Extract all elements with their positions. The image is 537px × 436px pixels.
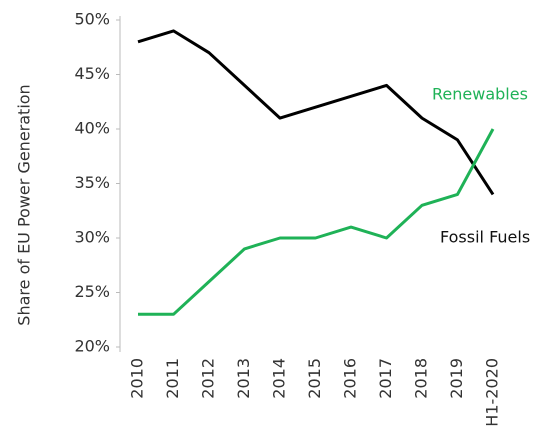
line-series bbox=[138, 128, 495, 316]
x-tick-label: 2010 bbox=[128, 358, 147, 399]
y-tick-label: 20% bbox=[74, 337, 110, 356]
y-tick-label: 25% bbox=[74, 282, 110, 301]
y-tick-label: 50% bbox=[74, 10, 110, 29]
x-tick-label: 2014 bbox=[270, 358, 289, 399]
x-tick-label: 2012 bbox=[199, 358, 218, 399]
x-tick-label: 2016 bbox=[341, 358, 360, 399]
x-tick-label: 2017 bbox=[376, 358, 395, 399]
series-label: Renewables bbox=[432, 85, 528, 104]
y-axis-label: Share of EU Power Generation bbox=[15, 84, 34, 325]
y-tick-label: 30% bbox=[74, 228, 110, 247]
x-tick-label: H1-2020 bbox=[483, 358, 502, 427]
x-tick-label: 2018 bbox=[412, 358, 431, 399]
series-label: Fossil Fuels bbox=[440, 228, 530, 247]
line-series bbox=[137, 29, 495, 196]
x-tick-label: 2013 bbox=[234, 358, 253, 399]
y-tick-label: 35% bbox=[74, 173, 110, 192]
x-tick-label: 2011 bbox=[163, 358, 182, 399]
y-tick-label: 40% bbox=[74, 119, 110, 138]
x-tick-label: 2019 bbox=[447, 358, 466, 399]
x-tick-label: 2015 bbox=[305, 358, 324, 399]
y-tick-label: 45% bbox=[74, 64, 110, 83]
